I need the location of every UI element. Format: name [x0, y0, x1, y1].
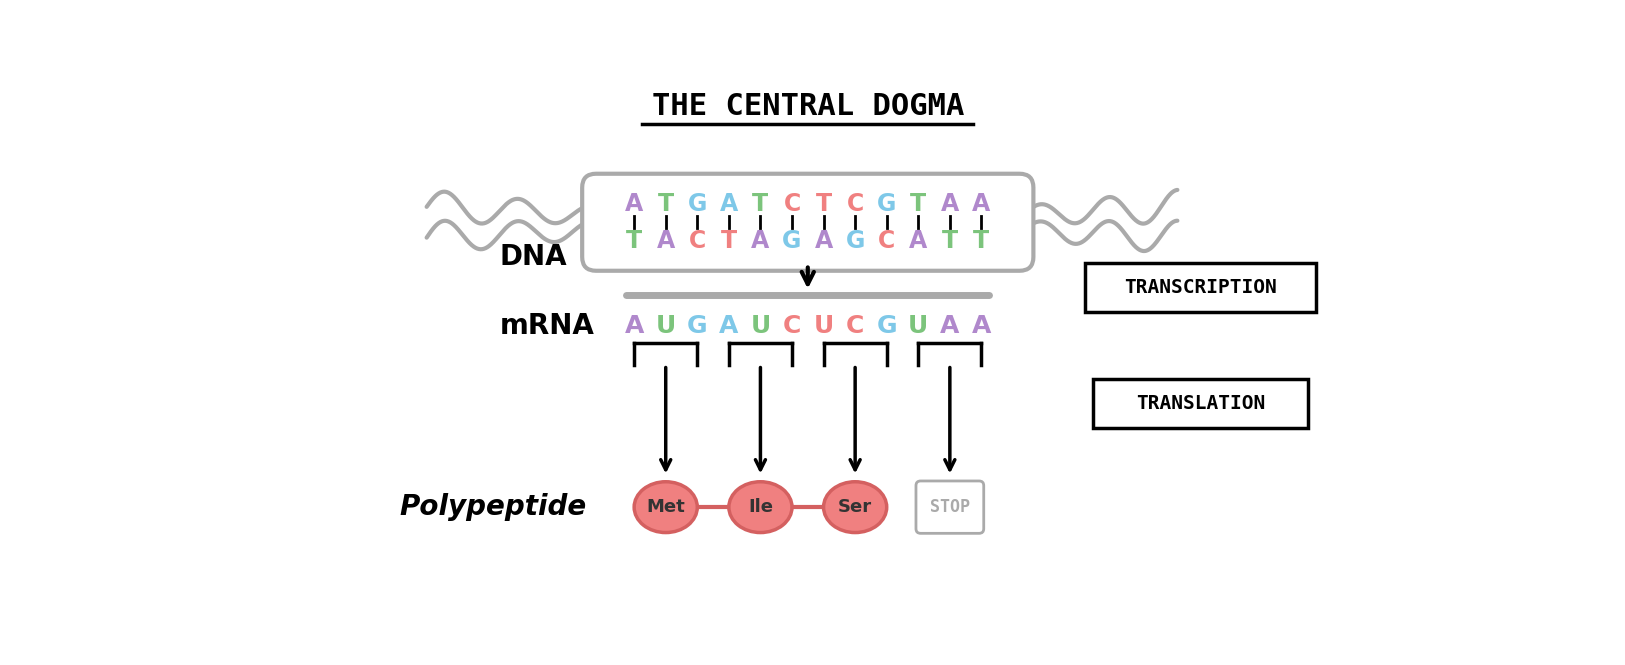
Text: T: T — [910, 192, 926, 215]
Text: G: G — [878, 192, 897, 215]
Text: G: G — [687, 314, 707, 338]
Text: A: A — [814, 229, 832, 253]
Text: C: C — [847, 314, 864, 338]
Text: TRANSLATION: TRANSLATION — [1136, 394, 1266, 413]
Text: Met: Met — [647, 498, 686, 516]
Text: U: U — [814, 314, 834, 338]
Text: C: C — [783, 314, 801, 338]
Text: T: T — [626, 229, 642, 253]
Text: mRNA: mRNA — [500, 312, 595, 340]
FancyBboxPatch shape — [1086, 263, 1316, 313]
FancyBboxPatch shape — [582, 174, 1034, 271]
Text: T: T — [942, 229, 957, 253]
Text: T: T — [658, 192, 674, 215]
Text: C: C — [783, 192, 801, 215]
Text: A: A — [656, 229, 674, 253]
Text: T: T — [973, 229, 990, 253]
Text: C: C — [878, 229, 895, 253]
Text: T: T — [722, 229, 736, 253]
Text: C: C — [847, 192, 864, 215]
FancyBboxPatch shape — [916, 481, 983, 533]
FancyBboxPatch shape — [1092, 378, 1308, 428]
Text: A: A — [720, 314, 738, 338]
Text: A: A — [941, 314, 959, 338]
Text: U: U — [751, 314, 770, 338]
Text: T: T — [816, 192, 832, 215]
Text: A: A — [972, 314, 991, 338]
Text: C: C — [689, 229, 705, 253]
Text: G: G — [687, 192, 707, 215]
Text: A: A — [720, 192, 738, 215]
Text: A: A — [624, 314, 644, 338]
Text: G: G — [782, 229, 801, 253]
Text: T: T — [752, 192, 769, 215]
Text: G: G — [876, 314, 897, 338]
Text: Polypeptide: Polypeptide — [400, 493, 587, 521]
Text: STOP: STOP — [929, 498, 970, 516]
Text: A: A — [751, 229, 770, 253]
Ellipse shape — [634, 481, 697, 533]
Text: A: A — [941, 192, 959, 215]
Text: Ser: Ser — [838, 498, 873, 516]
Text: DNA: DNA — [500, 243, 567, 271]
Text: G: G — [845, 229, 864, 253]
Text: U: U — [908, 314, 928, 338]
Text: THE CENTRAL DOGMA: THE CENTRAL DOGMA — [652, 92, 964, 121]
Text: Ile: Ile — [748, 498, 773, 516]
Text: A: A — [626, 192, 644, 215]
Text: U: U — [655, 314, 676, 338]
Text: TRANSCRIPTION: TRANSCRIPTION — [1124, 278, 1277, 297]
Text: A: A — [972, 192, 991, 215]
Ellipse shape — [824, 481, 887, 533]
Ellipse shape — [730, 481, 791, 533]
Text: A: A — [908, 229, 928, 253]
